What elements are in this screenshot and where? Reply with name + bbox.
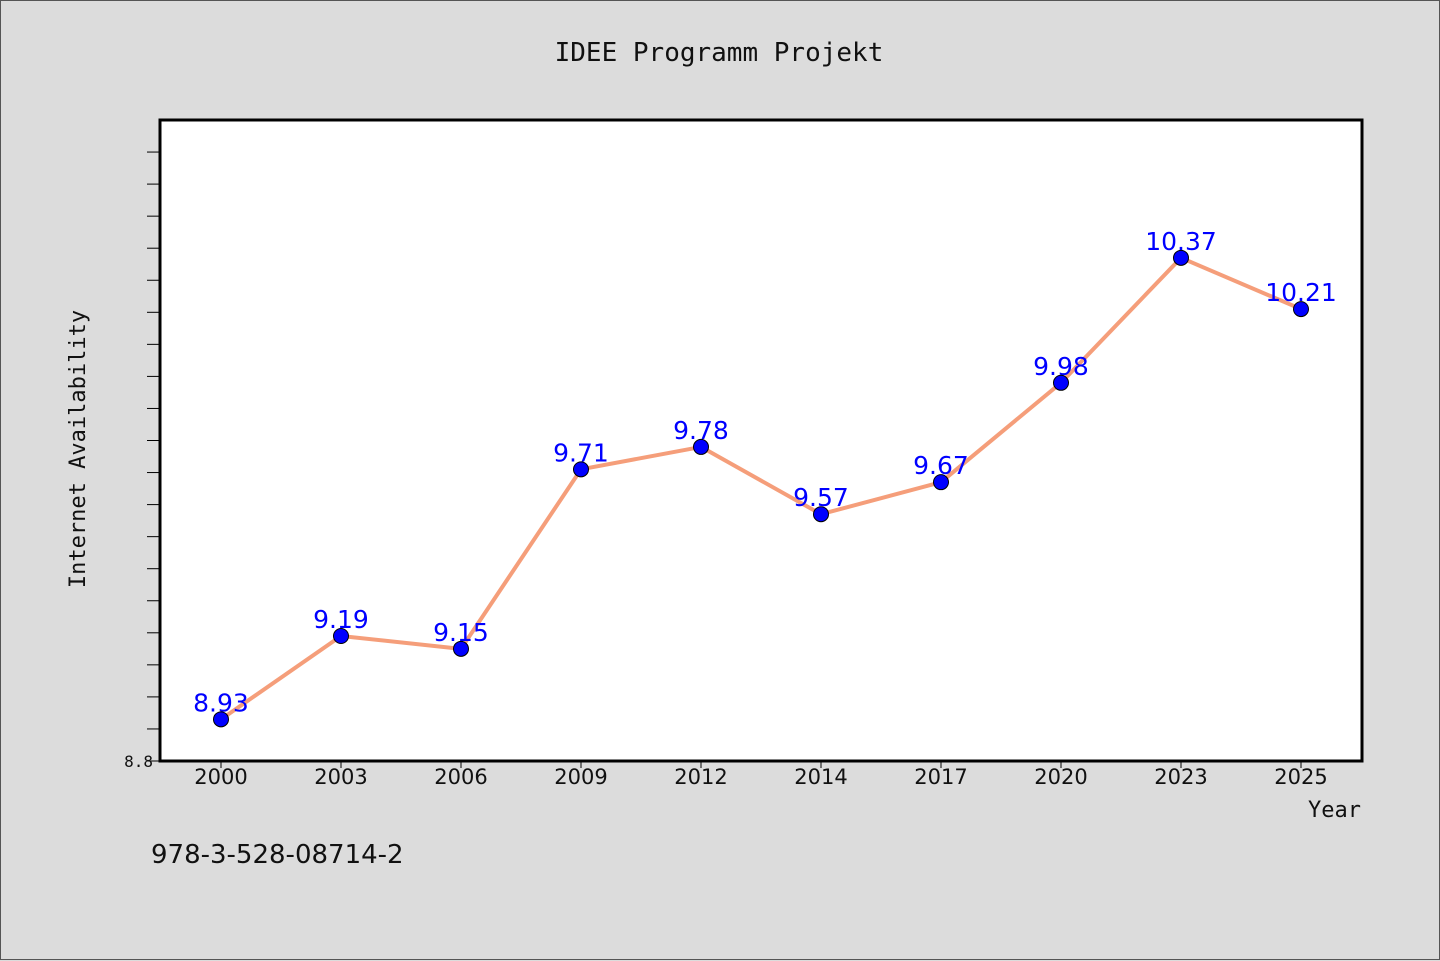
- x-tick-label: 2014: [794, 765, 847, 789]
- x-axis-label: Year: [1308, 798, 1361, 823]
- data-point: [1293, 301, 1309, 318]
- x-tick-label: 2020: [1034, 765, 1087, 789]
- x-tick-label: 2012: [674, 765, 727, 789]
- x-axis-ticks: 2000 2003 2006 2009 2012 2014 2017 2020 2023 2025: [194, 761, 1328, 789]
- data-point: [573, 461, 589, 478]
- x-tick-label: 2003: [314, 765, 367, 789]
- data-point: [333, 628, 349, 645]
- y-tick-label: 8.8: [124, 752, 153, 771]
- series-layer: 8.939.19 9.159.719.789.579.679.9810.3710.…: [193, 227, 1337, 728]
- y-axis-label: Internet Availability: [66, 310, 91, 588]
- isbn-annotation: 978-3-528-08714-2: [151, 840, 404, 870]
- x-tick-label: 2000: [194, 765, 247, 789]
- x-tick-label: 2006: [434, 765, 487, 789]
- data-point: [1173, 249, 1189, 266]
- x-tick-label: 2017: [914, 765, 967, 789]
- series-line: [219, 255, 1302, 721]
- x-tick-label: 2023: [1154, 765, 1207, 789]
- data-point: [1053, 374, 1069, 391]
- plot-area: [158, 118, 1364, 763]
- data-point: [693, 438, 709, 455]
- y-axis-ticks: [147, 151, 160, 762]
- data-point: [213, 711, 229, 728]
- x-tick-label: 2009: [554, 765, 607, 789]
- data-point: [453, 640, 469, 657]
- x-tick-label: 2025: [1274, 765, 1327, 789]
- chart-title: IDEE Programm Projekt: [555, 38, 884, 68]
- data-point: [813, 506, 829, 523]
- data-point: [933, 474, 949, 491]
